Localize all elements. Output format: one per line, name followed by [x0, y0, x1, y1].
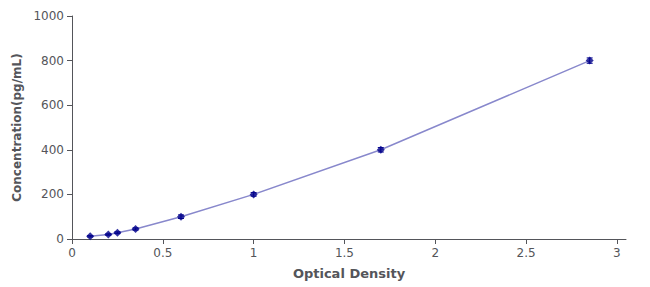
svg-text:1000: 1000: [33, 9, 64, 23]
svg-text:200: 200: [41, 187, 64, 201]
svg-text:0.5: 0.5: [153, 246, 172, 260]
svg-text:1: 1: [250, 246, 258, 260]
svg-text:2: 2: [431, 246, 439, 260]
svg-text:0: 0: [68, 246, 76, 260]
svg-text:3: 3: [613, 246, 621, 260]
svg-text:Optical Density: Optical Density: [293, 266, 406, 281]
svg-text:0: 0: [56, 232, 64, 246]
svg-text:400: 400: [41, 143, 64, 157]
svg-text:1.5: 1.5: [335, 246, 354, 260]
svg-text:Concentration(pg/mL): Concentration(pg/mL): [10, 53, 24, 201]
svg-text:600: 600: [41, 98, 64, 112]
svg-text:2.5: 2.5: [517, 246, 536, 260]
svg-text:800: 800: [41, 54, 64, 68]
